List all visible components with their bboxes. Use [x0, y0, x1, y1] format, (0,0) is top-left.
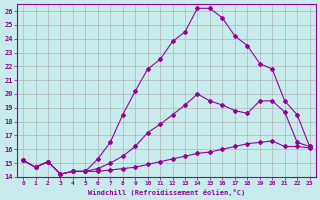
- X-axis label: Windchill (Refroidissement éolien,°C): Windchill (Refroidissement éolien,°C): [88, 189, 245, 196]
